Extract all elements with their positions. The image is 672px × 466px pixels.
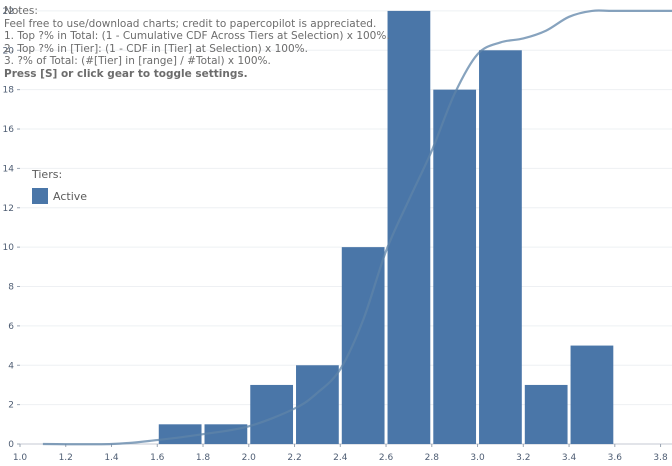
histogram-bar	[250, 384, 294, 444]
y-tick-label: 10	[3, 243, 15, 253]
histogram-bar	[479, 50, 522, 445]
histogram-bar	[433, 89, 477, 445]
x-tick-label: 1.8	[196, 453, 211, 463]
notes-heading: Notes:	[4, 5, 38, 17]
notes-line: 1. Top ?% in Total: (1 - Cumulative CDF …	[4, 30, 390, 42]
legend-label: Active	[53, 189, 88, 203]
cdf-curve	[42, 9, 672, 446]
legend-title: Tiers:	[32, 168, 63, 181]
x-tick-label: 3.8	[653, 453, 668, 463]
notes-line: Feel free to use/download charts; credit…	[4, 17, 377, 30]
x-tick-label: 2.0	[242, 453, 257, 463]
settings-toggle-hint[interactable]: Press [S] or click gear to toggle settin…	[4, 67, 248, 80]
y-tick-label: 14	[3, 164, 15, 174]
notes-line: 2. Top ?% in [Tier]: (1 - CDF in [Tier] …	[4, 42, 308, 55]
x-tick-label: 3.6	[608, 453, 623, 463]
y-tick-label: 8	[8, 283, 14, 293]
legend-item-active[interactable]: Active	[32, 188, 87, 204]
y-tick-label: 2	[8, 401, 14, 411]
y-tick-label: 6	[8, 322, 14, 332]
legend-swatch	[32, 188, 48, 204]
x-tick-label: 3.2	[516, 453, 530, 463]
x-tick-label: 2.6	[379, 453, 394, 463]
notes-panel: Notes: Feel free to use/download charts;…	[4, 5, 390, 80]
cdf-line	[42, 9, 672, 446]
y-tick-label: 12	[3, 204, 14, 214]
x-tick-label: 2.8	[425, 453, 440, 463]
x-tick-label: 1.2	[59, 453, 73, 463]
x-tick-label: 1.0	[13, 453, 28, 463]
x-tick-label: 2.4	[333, 453, 348, 463]
bars	[158, 10, 614, 445]
x-tick-label: 1.4	[104, 453, 119, 463]
histogram-bar	[570, 345, 614, 444]
x-tick-label: 2.2	[287, 453, 301, 463]
histogram-bar	[387, 10, 431, 445]
x-tick-label: 3.4	[562, 453, 577, 463]
notes-line: 3. ?% of Total: (#[Tier] in [range] / #T…	[4, 55, 271, 67]
y-tick-label: 16	[3, 125, 15, 135]
legend: Tiers: Active	[32, 168, 87, 204]
y-tick-label: 18	[3, 86, 15, 96]
x-tick-label: 1.6	[150, 453, 165, 463]
y-tick-label: 20	[3, 46, 15, 56]
y-tick-label: 0	[8, 440, 14, 450]
y-tick-label: 22	[3, 7, 14, 17]
histogram-bar	[158, 424, 202, 444]
x-tick-label: 3.0	[470, 453, 485, 463]
histogram-bar	[524, 384, 568, 444]
y-tick-label: 4	[8, 361, 14, 371]
